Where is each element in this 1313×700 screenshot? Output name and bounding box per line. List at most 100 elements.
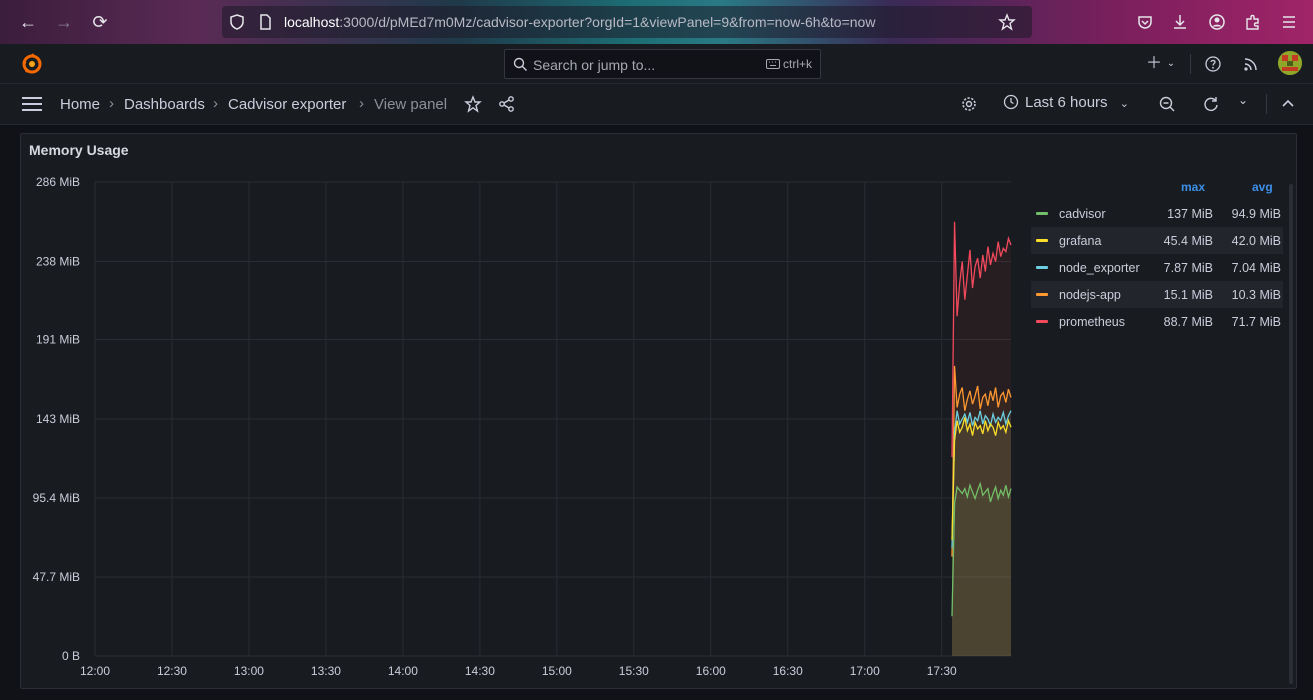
panel-title: Memory Usage [29, 142, 129, 158]
x-tick-label: 15:30 [619, 664, 649, 678]
legend-max-value: 137 MiB [1167, 207, 1213, 221]
reload-icon[interactable]: ⟳ [92, 12, 108, 32]
y-tick-label: 143 MiB [36, 412, 80, 426]
legend-max-value: 45.4 MiB [1163, 234, 1213, 248]
avatar[interactable] [1278, 51, 1302, 75]
pocket-icon[interactable] [1136, 13, 1154, 31]
refresh-icon[interactable] [1202, 95, 1220, 113]
legend-col-max[interactable]: max [1181, 180, 1206, 194]
chevron-down-icon: ⌄ [1119, 98, 1129, 110]
zoom-out-icon[interactable] [1158, 95, 1176, 113]
legend-item[interactable]: prometheus 88.7 MiB 71.7 MiB [1031, 308, 1283, 335]
legend-max-value: 88.7 MiB [1163, 315, 1213, 329]
series-color-swatch [1036, 239, 1048, 242]
mega-menu-toggle-icon[interactable] [22, 96, 42, 112]
x-tick-label: 13:00 [234, 664, 264, 678]
legend-max-value: 7.87 MiB [1163, 261, 1213, 275]
legend-avg-value: 42.0 MiB [1231, 234, 1281, 248]
menu-icon[interactable] [1280, 13, 1298, 31]
time-range-picker[interactable]: Last 6 hours ⌄ [1003, 94, 1129, 111]
legend-item[interactable]: node_exporter 7.87 MiB 7.04 MiB [1031, 254, 1283, 281]
series-area-node_exporter [951, 410, 1011, 656]
divider [1190, 54, 1191, 74]
series-line-prometheus [951, 221, 1012, 458]
refresh-interval-chevron-icon[interactable]: ⌄ [1238, 93, 1249, 107]
url-path: :3000/d/pMEd7m0Mz/cadvisor-exporter?orgI… [339, 14, 876, 30]
x-tick-label: 17:00 [850, 664, 880, 678]
page-icon [260, 14, 271, 30]
search-shortcut-text: ctrl+k [782, 57, 812, 71]
breadcrumb-separator: › [213, 95, 218, 112]
x-tick-label: 14:30 [465, 664, 495, 678]
x-tick-label: 15:00 [542, 664, 572, 678]
star-icon[interactable] [464, 95, 482, 113]
search-input[interactable]: Search or jump to... ctrl+k [504, 49, 821, 79]
series-color-swatch [1036, 293, 1048, 296]
series-line-cadvisor [951, 481, 1012, 617]
account-icon[interactable] [1208, 13, 1226, 31]
grafana-topbar: Search or jump to... ctrl+k ＋ ⌄ [0, 44, 1313, 84]
x-tick-label: 14:00 [388, 664, 418, 678]
news-feed-icon[interactable] [1243, 56, 1259, 72]
legend-avg-value: 94.9 MiB [1231, 207, 1281, 221]
settings-gear-icon[interactable] [960, 95, 978, 113]
breadcrumb-separator: › [109, 95, 114, 112]
legend: max avg cadvisor 137 MiB 94.9 MiB grafan… [1031, 178, 1283, 335]
keyboard-icon [765, 59, 780, 69]
share-icon[interactable] [498, 95, 516, 113]
search-placeholder: Search or jump to... [533, 57, 656, 73]
forward-arrow-icon[interactable]: → [55, 12, 73, 32]
time-series-chart[interactable]: 0 B 47.7 MiB 95.4 MiB 143 MiB 191 MiB 238 MiB… [21, 134, 1021, 690]
legend-series-name: prometheus [1059, 315, 1126, 329]
url-host: localhost [284, 14, 340, 30]
chevron-up-icon[interactable] [1279, 95, 1297, 113]
series-area-prometheus [951, 221, 1011, 656]
breadcrumb-separator: › [359, 95, 364, 112]
search-shortcut: ctrl+k [765, 57, 812, 71]
star-bookmark-icon[interactable] [998, 13, 1016, 31]
avatar-image [1278, 51, 1302, 75]
y-tick-label: 95.4 MiB [33, 491, 80, 505]
y-tick-label: 238 MiB [36, 255, 80, 269]
shield-icon[interactable] [228, 13, 246, 31]
legend-series-name: cadvisor [1059, 207, 1106, 221]
chevron-down-icon[interactable]: ⌄ [1166, 58, 1176, 69]
extensions-icon[interactable] [1244, 13, 1262, 31]
y-tick-label: 286 MiB [36, 175, 80, 189]
url-bar[interactable]: localhost:3000/d/pMEd7m0Mz/cadvisor-expo… [222, 6, 1032, 38]
breadcrumb-dashboard[interactable]: Cadvisor exporter [228, 96, 347, 113]
legend-avg-value: 71.7 MiB [1231, 315, 1281, 329]
series-area-nodejs-app [951, 365, 1011, 656]
legend-avg-value: 7.04 MiB [1231, 261, 1281, 275]
y-tick-label: 191 MiB [36, 332, 80, 346]
legend-max-value: 15.1 MiB [1163, 288, 1213, 302]
series-area-cadvisor [951, 483, 1011, 656]
series-line-nodejs-app [951, 365, 1012, 557]
x-tick-label: 16:00 [696, 664, 726, 678]
legend-series-name: grafana [1059, 234, 1102, 248]
legend-avg-value: 10.3 MiB [1231, 288, 1281, 302]
browser-toolbar: ← → ⟳ localhost:3000/d/pMEd7m0Mz/cadviso… [0, 0, 1313, 44]
divider [1266, 94, 1267, 114]
url-text: localhost:3000/d/pMEd7m0Mz/cadvisor-expo… [284, 14, 875, 30]
legend-col-avg[interactable]: avg [1252, 180, 1273, 194]
grafana-logo-icon[interactable] [20, 52, 44, 76]
breadcrumb-dashboards[interactable]: Dashboards [124, 96, 205, 113]
breadcrumb-home[interactable]: Home [60, 96, 101, 113]
legend-scrollbar[interactable] [1289, 184, 1293, 684]
legend-item[interactable]: cadvisor 137 MiB 94.9 MiB [1031, 200, 1283, 227]
x-tick-label: 17:30 [927, 664, 957, 678]
legend-header: max avg [1031, 178, 1283, 200]
help-icon[interactable] [1205, 56, 1221, 72]
series-area-grafana [951, 417, 1011, 656]
x-tick-label: 12:30 [157, 664, 187, 678]
add-new-button[interactable]: ＋ [1145, 55, 1162, 72]
series-line-node_exporter [951, 409, 1012, 549]
legend-item[interactable]: grafana 45.4 MiB 42.0 MiB [1031, 227, 1283, 254]
x-tick-label: 16:30 [773, 664, 803, 678]
y-tick-label: 47.7 MiB [33, 570, 80, 584]
back-arrow-icon[interactable]: ← [19, 12, 37, 32]
download-icon[interactable] [1171, 13, 1189, 31]
legend-item[interactable]: nodejs-app 15.1 MiB 10.3 MiB [1031, 281, 1283, 308]
time-range-label: Last 6 hours [1025, 94, 1108, 111]
